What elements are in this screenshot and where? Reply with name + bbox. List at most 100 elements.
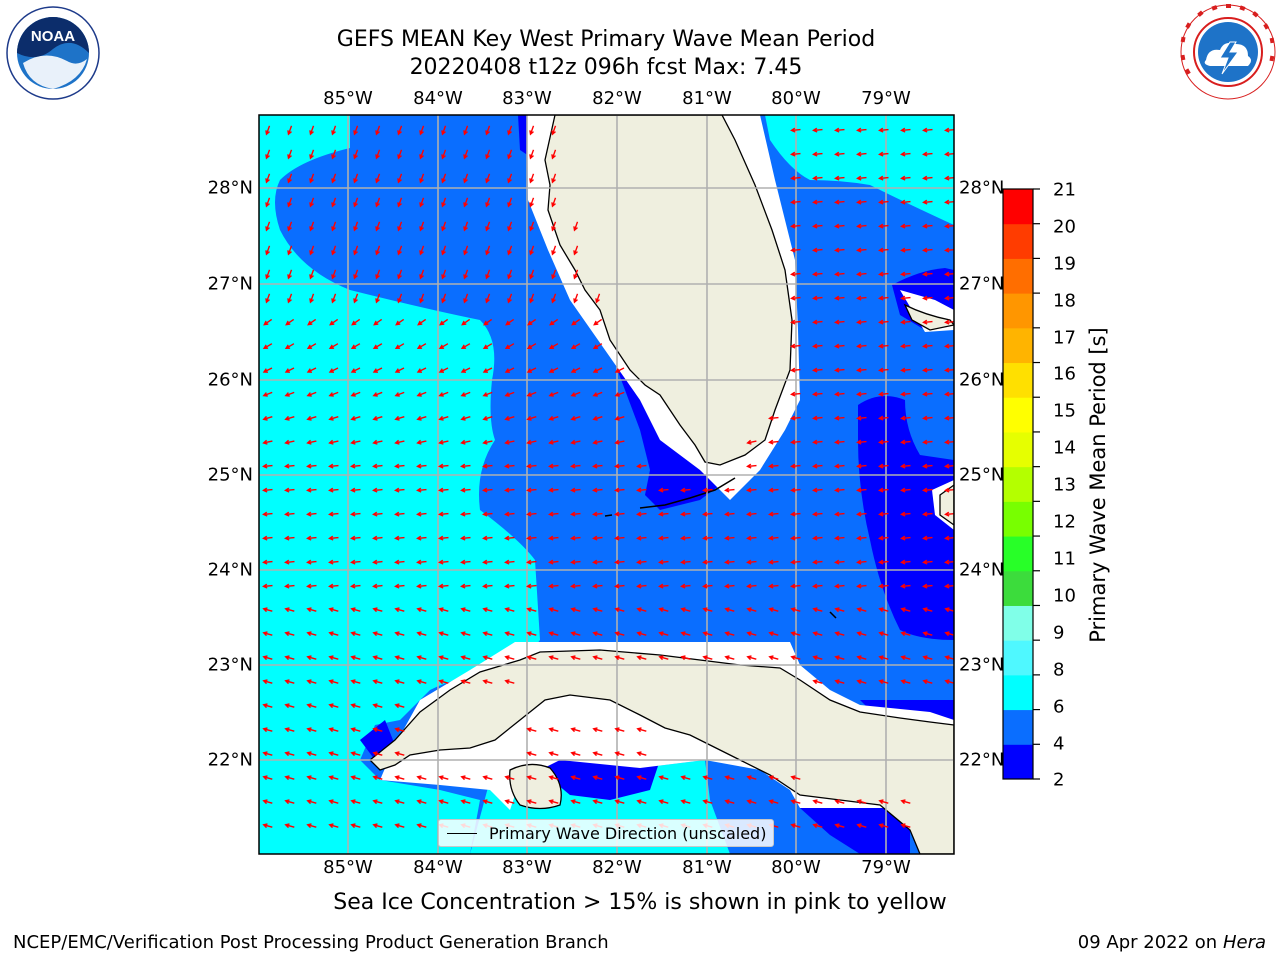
wave-direction-arrow — [812, 343, 823, 349]
wave-direction-arrow — [922, 391, 933, 397]
wave-direction-arrow — [262, 607, 273, 613]
wave-direction-arrow — [878, 391, 889, 397]
wave-direction-arrow — [504, 535, 515, 541]
wave-direction-arrow — [394, 559, 405, 565]
wave-direction-arrow — [548, 799, 559, 805]
wave-direction-arrow — [306, 463, 317, 469]
legend-label: Primary Wave Direction (unscaled) — [489, 823, 767, 843]
wave-direction-arrow — [812, 247, 823, 253]
wave-direction-arrow — [309, 125, 315, 136]
wave-direction-arrow — [438, 343, 449, 350]
wave-direction-arrow — [372, 511, 383, 517]
wave-direction-arrow — [658, 535, 669, 541]
isla-de-la-juventud — [509, 763, 562, 810]
wave-direction-arrow — [529, 269, 535, 280]
wave-direction-arrow — [372, 631, 383, 637]
wave-direction-arrow — [900, 511, 911, 517]
wave-direction-arrow — [306, 631, 317, 637]
wave-direction-arrow — [504, 583, 515, 589]
wave-direction-arrow — [746, 487, 757, 493]
wave-direction-arrow — [504, 559, 515, 565]
wave-direction-arrow — [812, 271, 823, 277]
colorbar-segment — [1003, 293, 1033, 329]
wave-direction-arrow — [375, 245, 381, 256]
wave-direction-arrow — [900, 559, 911, 565]
wave-direction-arrow — [394, 631, 405, 637]
wave-direction-arrow — [702, 511, 713, 517]
wave-direction-arrow — [878, 607, 889, 613]
lat-tick-right-25n: 25°N — [959, 464, 1005, 486]
wave-direction-arrow — [526, 391, 537, 397]
wave-direction-arrow — [482, 367, 493, 373]
wave-direction-arrow — [790, 175, 801, 181]
bahamas-andros — [939, 484, 954, 526]
wave-direction-arrow — [328, 703, 339, 709]
wave-direction-arrow — [878, 271, 889, 277]
wave-direction-arrow — [375, 197, 381, 208]
wave-direction-arrow — [284, 391, 295, 397]
wave-direction-arrow — [724, 631, 735, 637]
wave-direction-arrow — [331, 245, 337, 256]
wave-direction-arrow — [416, 511, 427, 517]
wave-direction-arrow — [790, 775, 801, 781]
wave-direction-arrow — [460, 439, 471, 445]
wave-direction-arrow — [680, 583, 691, 589]
lat-tick-left-25n: 25°N — [207, 464, 253, 486]
wave-direction-arrow — [702, 655, 713, 661]
wave-direction-arrow — [504, 487, 515, 493]
wave-direction-arrow — [372, 655, 383, 661]
wave-direction-arrow — [306, 607, 317, 613]
wave-direction-arrow — [900, 127, 911, 133]
wave-direction-arrow — [900, 295, 911, 301]
wave-direction-arrow — [680, 799, 691, 805]
wave-direction-arrow — [790, 199, 801, 205]
wave-direction-arrow — [265, 221, 271, 232]
wave-direction-arrow — [529, 173, 535, 184]
wave-direction-arrow — [834, 535, 845, 541]
wave-direction-arrow — [878, 319, 889, 325]
wave-direction-arrow — [262, 367, 273, 373]
colorbar-segment — [1003, 327, 1033, 364]
nws-logo — [1180, 4, 1276, 100]
wave-direction-arrow — [265, 269, 271, 280]
wave-direction-arrow — [812, 511, 823, 517]
wave-direction-arrow — [812, 607, 823, 613]
lon-tick-bottom-83w: 83°W — [502, 857, 552, 878]
lon-tick-top-82w: 82°W — [592, 88, 642, 109]
wave-direction-arrow — [526, 511, 537, 517]
wave-direction-arrow — [944, 247, 954, 253]
wave-direction-arrow — [768, 631, 779, 637]
wave-direction-arrow — [856, 487, 867, 493]
wave-direction-arrow — [262, 559, 273, 565]
wave-direction-arrow — [658, 511, 669, 517]
wave-direction-arrow — [724, 487, 735, 493]
florida-peninsula — [544, 115, 793, 466]
wave-direction-arrow — [944, 319, 954, 325]
wave-direction-arrow — [262, 655, 273, 661]
wave-direction-arrow — [680, 607, 691, 613]
wave-direction-arrow — [856, 295, 867, 301]
wave-direction-arrow — [614, 415, 625, 421]
colorbar-tick-17: 17 — [1053, 327, 1076, 349]
wave-direction-arrow — [856, 535, 867, 541]
wave-direction-arrow — [526, 415, 537, 421]
wave-direction-arrow — [636, 535, 647, 541]
wave-direction-arrow — [812, 583, 823, 589]
wave-direction-arrow — [438, 655, 449, 661]
map-frame — [258, 114, 955, 855]
wave-direction-arrow — [812, 631, 823, 637]
wave-direction-arrow — [482, 679, 493, 685]
wave-direction-arrow — [460, 607, 471, 613]
wave-direction-arrow — [790, 367, 801, 373]
wave-direction-arrow — [526, 631, 537, 637]
colorbar-tick-21: 21 — [1053, 179, 1076, 201]
wave-direction-arrow — [482, 559, 493, 565]
wave-direction-arrow — [724, 775, 735, 781]
wave-direction-arrow — [636, 775, 647, 781]
wave-direction-arrow — [419, 149, 425, 160]
wave-direction-arrow — [372, 775, 383, 781]
wave-direction-arrow — [922, 631, 933, 637]
lat-tick-right-23n: 23°N — [959, 654, 1005, 676]
wave-direction-arrow — [570, 799, 581, 805]
wave-direction-arrow — [482, 487, 493, 493]
